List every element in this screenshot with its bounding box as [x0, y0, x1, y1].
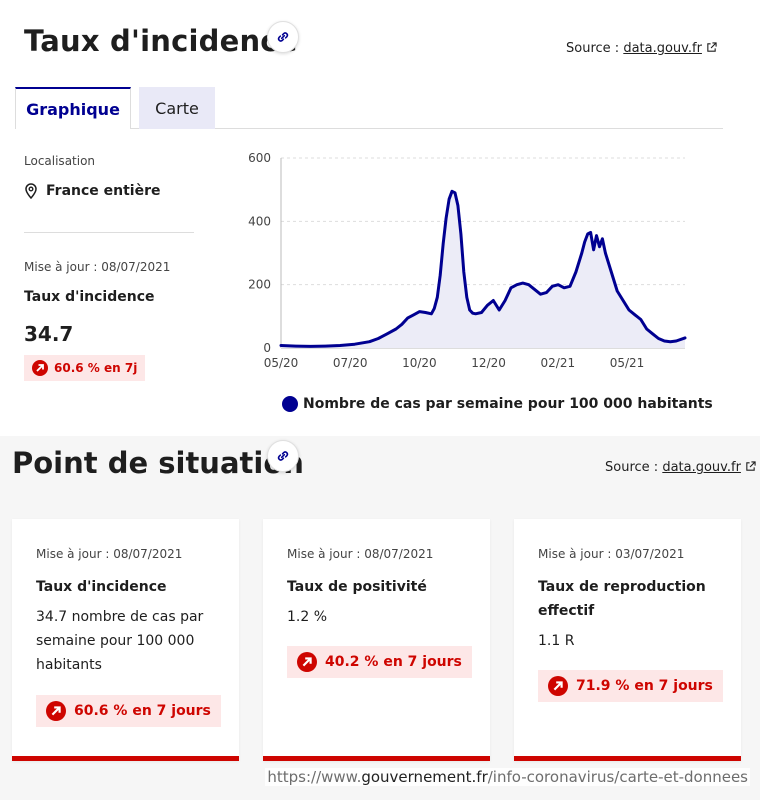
divider [24, 232, 194, 233]
card-incidence[interactable]: Mise à jour : 08/07/2021 Taux d'incidenc… [12, 519, 239, 761]
card-trend-badge: 60.6 % en 7 jours [36, 695, 221, 727]
link-icon [277, 451, 289, 461]
x-tick-label: 02/21 [541, 356, 576, 370]
card-value: 34.7 nombre de cas par semaine pour 100 … [36, 609, 204, 673]
trend-text: 60.6 % en 7j [54, 361, 138, 375]
card-updated: Mise à jour : 08/07/2021 [287, 547, 434, 561]
series-line [279, 189, 687, 348]
trend-text: 71.9 % en 7 jours [576, 678, 713, 694]
incidence-title: Taux d'incidence [24, 24, 298, 58]
legend-label: Nombre de cas par semaine pour 100 000 h… [303, 396, 713, 412]
url-path: /info-coronavirus/carte-et-donnees [487, 768, 748, 786]
y-tick-label: 200 [248, 278, 271, 292]
location-label: Localisation [24, 154, 96, 168]
copy-link-button[interactable] [267, 21, 299, 53]
incidence-metric-value: 34.7 [24, 322, 74, 346]
trend-up-icon [32, 360, 48, 376]
x-tick-label: 10/20 [402, 356, 437, 370]
x-tick-label: 05/20 [264, 356, 299, 370]
card-value: 1.2 % [287, 609, 328, 625]
location-selector[interactable]: France entière [24, 183, 161, 199]
incidence-updated: Mise à jour : 08/07/2021 [24, 260, 171, 274]
source-link[interactable]: data.gouv.fr [662, 460, 741, 475]
map-pin-icon [25, 183, 37, 199]
card-title: Taux de positivité [287, 579, 427, 595]
source-prefix: Source : [605, 460, 659, 475]
legend-dot [282, 396, 298, 412]
x-tick-label: 05/21 [610, 356, 645, 370]
url-domain: gouvernement.fr [361, 768, 488, 786]
y-tick-label: 400 [248, 214, 271, 228]
incidence-metric-title: Taux d'incidence [24, 289, 155, 305]
tab-graphique[interactable]: Graphique [15, 87, 131, 129]
url-prefix: https://www. [267, 768, 362, 786]
y-tick-label: 0 [263, 341, 271, 355]
trend-up-icon [548, 676, 568, 696]
external-link-icon [746, 461, 756, 471]
card-trend-badge: 71.9 % en 7 jours [538, 670, 723, 702]
view-tabs: Graphique Carte [15, 87, 723, 129]
card-trend-badge: 40.2 % en 7 jours [287, 646, 472, 678]
trend-text: 60.6 % en 7 jours [74, 703, 211, 719]
trend-up-icon [46, 701, 66, 721]
tab-carte[interactable]: Carte [139, 87, 215, 129]
source-link[interactable]: data.gouv.fr [623, 41, 702, 56]
card-positivite[interactable]: Mise à jour : 08/07/2021 Taux de positiv… [263, 519, 490, 761]
card-title: Taux de reproduction effectif [538, 579, 706, 619]
incidence-source: Source : data.gouv.fr [566, 41, 717, 56]
incidence-trend-badge: 60.6 % en 7j [24, 355, 146, 381]
situation-title: Point de situation [12, 446, 304, 480]
location-value: France entière [46, 183, 161, 199]
x-tick-label: 07/20 [333, 356, 368, 370]
situation-copy-link-button[interactable] [267, 440, 299, 472]
card-value: 1.1 R [538, 633, 575, 649]
link-icon [277, 32, 289, 42]
card-updated: Mise à jour : 03/07/2021 [538, 547, 685, 561]
incidence-chart: 0 200 400 600 05/20 07/20 10/20 12/20 02/21 05/21 [248, 151, 687, 370]
page-url: https://www.gouvernement.fr/info-coronav… [265, 768, 750, 786]
chart-legend[interactable]: Nombre de cas par semaine pour 100 000 h… [282, 396, 713, 412]
card-title: Taux d'incidence [36, 579, 167, 595]
card-updated: Mise à jour : 08/07/2021 [36, 547, 183, 561]
series-area [281, 191, 685, 348]
trend-up-icon [297, 652, 317, 672]
source-prefix: Source : [566, 41, 620, 56]
situation-source: Source : data.gouv.fr [605, 460, 756, 475]
card-reproduction[interactable]: Mise à jour : 03/07/2021 Taux de reprodu… [514, 519, 741, 761]
x-tick-label: 12/20 [471, 356, 506, 370]
external-link-icon [707, 42, 717, 52]
trend-text: 40.2 % en 7 jours [325, 654, 462, 670]
incidence-section: Taux d'incidence Source : data.gouv.fr G… [15, 21, 723, 412]
y-tick-label: 600 [248, 151, 271, 165]
